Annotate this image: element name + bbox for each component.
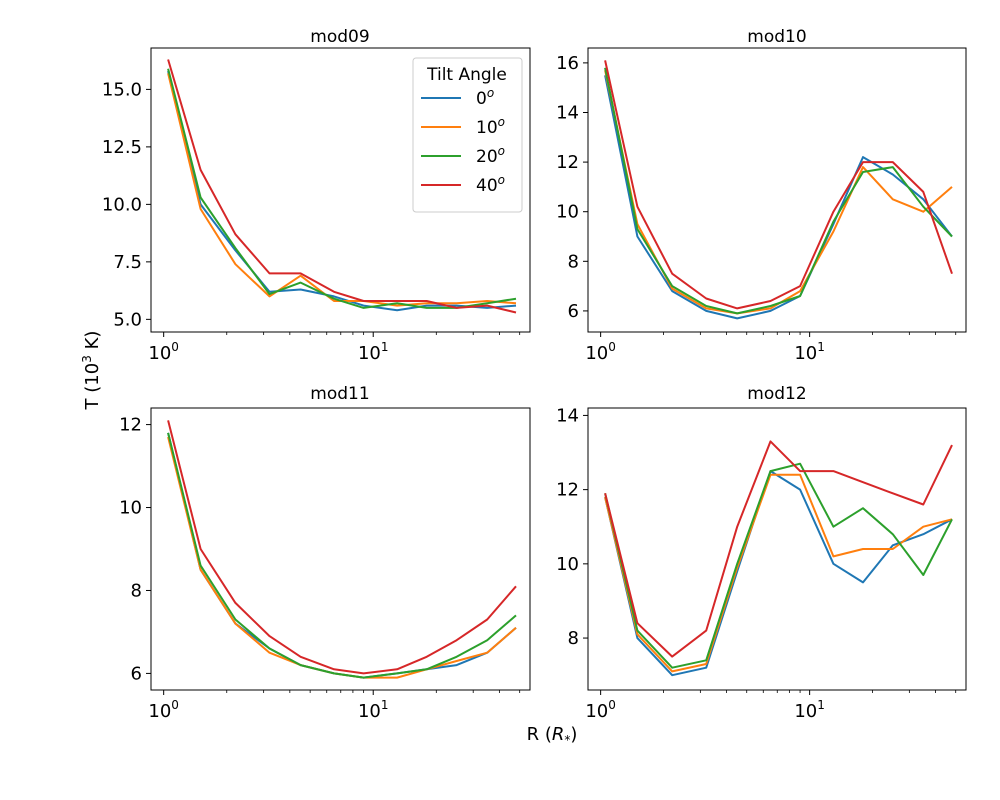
x-tick-label: 101	[794, 698, 825, 722]
y-tick-label: 6	[568, 301, 579, 322]
series-line-0	[604, 75, 953, 320]
y-tick-label: 8	[131, 580, 142, 601]
legend-label: 20o	[476, 144, 505, 167]
series-line-3	[167, 59, 517, 314]
legend-label: 10o	[476, 115, 505, 138]
x-tick-label: 101	[358, 698, 389, 722]
y-tick-label: 12	[556, 152, 579, 173]
panel-title: mod09	[310, 27, 369, 47]
y-tick-label: 7.5	[113, 252, 142, 273]
panel-mod09: mod09 5.0 7.5 10.0 12.5 15.0 100 101	[102, 27, 531, 364]
panel-title: mod11	[310, 384, 369, 404]
series-line-2	[604, 67, 953, 315]
y-tick-label: 10	[556, 202, 579, 223]
series-line-2	[167, 432, 517, 679]
y-tick-label: 16	[556, 53, 579, 74]
panel-mod12: mod12 8 10 12 14 100 101	[556, 384, 967, 722]
y-tick-label: 14	[556, 102, 579, 123]
panel-title: mod12	[747, 384, 806, 404]
series-line-0	[604, 470, 953, 677]
x-tick-label: 101	[358, 340, 389, 364]
x-tick-label: 100	[148, 698, 179, 722]
panel-mod10: mod10 6 8 10 12 14 16 100 101	[556, 27, 967, 364]
x-tick-label: 100	[585, 698, 616, 722]
panel-title: mod10	[747, 27, 806, 47]
legend: Tilt Angle 0o 10o 20o 40o	[412, 57, 523, 213]
y-axis-label: T (103 K)	[80, 331, 103, 411]
y-tick-label: 10	[119, 498, 142, 519]
x-tick-label: 100	[585, 340, 616, 364]
legend-box	[412, 57, 523, 213]
y-tick-label: 6	[131, 663, 142, 684]
y-tick-label: 12	[556, 480, 579, 501]
legend-label: 0o	[476, 86, 494, 109]
y-tick-label: 8	[568, 251, 579, 272]
y-tick-label: 15.0	[102, 79, 142, 100]
legend-label: 40o	[476, 173, 505, 196]
y-tick-label: 8	[568, 628, 579, 649]
x-tick-label: 100	[148, 340, 179, 364]
x-axis-label: R (R*)	[527, 724, 578, 747]
series-line-1	[167, 73, 517, 307]
series-line-2	[604, 462, 953, 669]
y-tick-label: 14	[556, 405, 579, 426]
series-line-3	[167, 420, 517, 675]
y-tick-label: 10	[556, 554, 579, 575]
x-tick-label: 101	[794, 340, 825, 364]
series-line-1	[604, 473, 953, 673]
y-tick-label: 12	[119, 415, 142, 436]
y-tick-label: 10.0	[102, 194, 142, 215]
series-line-3	[604, 60, 953, 310]
legend-title: Tilt Angle	[426, 65, 507, 85]
series-line-3	[604, 440, 953, 658]
y-tick-label: 5.0	[113, 309, 142, 330]
panel-mod11: mod11 6 8 10 12 100 101	[119, 384, 531, 722]
y-tick-label: 12.5	[102, 137, 142, 158]
